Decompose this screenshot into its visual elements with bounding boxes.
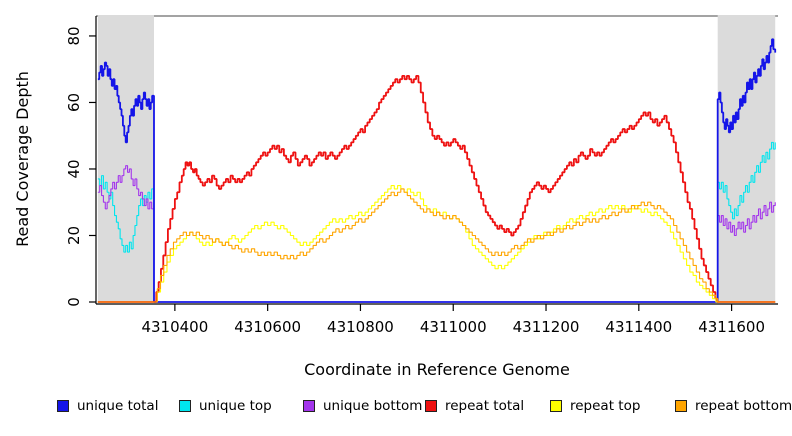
x-axis-title: Coordinate in Reference Genome	[304, 360, 570, 379]
legend-label: unique bottom	[323, 398, 423, 414]
y-axis-title: Read Coverage Depth	[13, 71, 32, 247]
legend-item-unique-bottom: unique bottom	[303, 398, 422, 414]
legend-item-repeat-top: repeat top	[550, 398, 640, 414]
shaded-region-0	[97, 15, 154, 302]
y-tick-label: 20	[65, 226, 83, 245]
plot-axes: 4310400 4310600 4310800 4311000 4311200 43114…	[65, 16, 778, 336]
x-tick-label: 4311200	[513, 318, 580, 336]
y-tick-label: 0	[65, 297, 83, 307]
plot-background	[96, 15, 778, 302]
legend-swatch-unique-top	[179, 400, 191, 412]
x-tick-label: 4310800	[327, 318, 394, 336]
legend-label: repeat top	[570, 398, 641, 414]
legend-label: unique top	[199, 398, 272, 414]
legend-swatch-repeat-total	[425, 400, 437, 412]
legend-label: unique total	[77, 398, 159, 414]
legend-swatch-unique-bottom	[303, 400, 315, 412]
legend-item-repeat-total: repeat total	[425, 398, 524, 414]
x-tick-label: 4310400	[141, 318, 208, 336]
legend-label: repeat total	[445, 398, 525, 414]
legend-item-unique-top: unique top	[179, 398, 272, 414]
legend: unique total unique top unique bottom re…	[0, 398, 792, 416]
x-tick-label: 4311000	[420, 318, 487, 336]
legend-label: repeat bottom	[695, 398, 792, 414]
series-unique-total	[97, 38, 777, 303]
y-tick-label: 60	[65, 93, 83, 112]
y-tick-label: 80	[65, 26, 83, 45]
series-repeat-total	[97, 74, 776, 303]
plot-series	[97, 38, 777, 303]
legend-swatch-unique-total	[57, 400, 69, 412]
legend-item-repeat-bottom: repeat bottom	[675, 398, 792, 414]
series-repeat-bottom	[97, 188, 776, 303]
legend-swatch-repeat-bottom	[675, 400, 687, 412]
series-repeat-top	[97, 185, 776, 303]
x-tick-label: 4310600	[234, 318, 301, 336]
y-tick-label: 40	[65, 159, 83, 178]
legend-item-unique-total: unique total	[57, 398, 158, 414]
x-tick-label: 4311600	[698, 318, 765, 336]
legend-swatch-repeat-top	[550, 400, 562, 412]
x-tick-label: 4311400	[605, 318, 672, 336]
